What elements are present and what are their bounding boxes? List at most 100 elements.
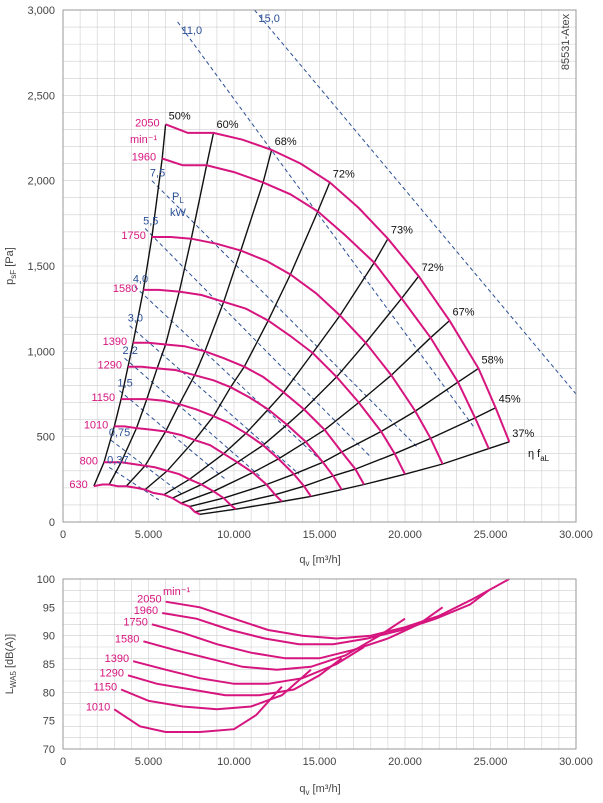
pressure-axis-ticks: 0 5.000 10.000 15.000 20.000 25.000 30.000 0 500… — [27, 5, 592, 541]
efficiency-label: 72% — [333, 168, 355, 180]
sound-curve — [143, 617, 406, 671]
efficiency-label: 72% — [422, 262, 444, 274]
power-line — [144, 228, 372, 458]
pressure-x-tick-label: 10.000 — [217, 529, 251, 541]
efficiency-label: 37% — [512, 428, 534, 440]
efficiency-label: 67% — [452, 307, 474, 319]
efficiency-label: 60% — [216, 119, 238, 131]
sound-x-tick-label: 0 — [60, 756, 66, 768]
sound-speed-label: 1150 — [93, 682, 117, 694]
pressure-curve-labels: 15,0 11,0 7,5 5,5 4,0 3,0 2,2 1,5 0,75 0,37 50% 60%… — [69, 13, 534, 491]
speed-curves — [93, 123, 511, 516]
sound-speed-label: 1750 — [123, 616, 147, 628]
power-line-label: 15,0 — [259, 13, 280, 25]
pressure-y-tick-label: 500 — [37, 432, 55, 444]
power-line — [129, 325, 300, 475]
efficiency-label: 45% — [499, 394, 521, 406]
speed-label: 1390 — [103, 336, 127, 348]
speed-label: 1150 — [91, 392, 115, 404]
sound-y-tick-label: 75 — [43, 716, 55, 728]
speed-label: 1010 — [84, 419, 108, 431]
sound-grid — [63, 579, 576, 749]
speed-curve — [143, 288, 406, 475]
sound-speed-label: 1960 — [134, 605, 158, 617]
sound-y-tick-label: 90 — [43, 631, 55, 643]
speed-label: 630 — [69, 479, 87, 491]
pressure-plot-frame — [62, 9, 577, 523]
efficiency-curve — [93, 124, 167, 487]
pressure-y-tick-label: 0 — [49, 517, 55, 529]
sound-speed-label: 2050 — [137, 594, 161, 606]
pressure-x-tick-label: 5.000 — [135, 529, 163, 541]
pressure-x-tick-label: 0 — [60, 529, 66, 541]
speed-curve — [151, 236, 444, 465]
sound-curves — [113, 578, 510, 733]
sound-y-tick-label: 95 — [43, 602, 55, 614]
efficiency-curve — [180, 320, 450, 504]
sound-speed-label: 1580 — [115, 633, 139, 645]
power-line — [108, 466, 160, 501]
speed-curve — [133, 341, 365, 485]
speed-label: 1580 — [113, 283, 137, 295]
sound-y-tick-label: 85 — [43, 659, 55, 671]
pressure-y-tick-label: 2,500 — [27, 90, 55, 102]
sound-x-tick-label: 25.000 — [474, 756, 508, 768]
efficiency-label: 73% — [391, 225, 413, 237]
sound-chart: 0 5.000 10.000 15.000 20.000 25.000 30.000 70 75… — [4, 574, 593, 797]
power-line — [124, 357, 260, 477]
speed-curve — [114, 425, 283, 503]
sound-axis-ticks: 0 5.000 10.000 15.000 20.000 25.000 30.000 70 75… — [37, 574, 593, 768]
sound-x-tick-label: 15.000 — [303, 756, 337, 768]
sound-y-axis-label: LWA5 [dB(A)] — [4, 634, 18, 694]
speed-curve — [165, 123, 511, 443]
sound-curve — [127, 657, 343, 697]
efficiency-curves — [93, 124, 510, 515]
x-axis-label: qv [m³/h] — [299, 554, 340, 568]
speed-label: 1290 — [97, 360, 121, 372]
pressure-chart: 0 5.000 10.000 15.000 20.000 25.000 30.000 0 500… — [4, 5, 593, 568]
efficiency-curve — [199, 441, 510, 515]
sound-x-tick-label: 30.000 — [559, 756, 593, 768]
power-line-label: 0,37 — [107, 454, 128, 466]
sound-x-tick-label: 5.000 — [135, 756, 163, 768]
efficiency-curve — [194, 407, 496, 513]
efficiency-curve — [125, 149, 273, 487]
power-line-label: 7,5 — [150, 168, 165, 180]
sound-speed-label: 1010 — [86, 701, 110, 713]
speed-curve — [121, 398, 312, 497]
speed-unit-label: min⁻¹ — [130, 134, 158, 146]
power-line-label: 11,0 — [182, 25, 203, 37]
y-axis-label: psF [Pa] — [4, 247, 18, 285]
efficiency-label: 68% — [275, 136, 297, 148]
efficiency-curve — [163, 238, 389, 496]
sound-plot-frame — [62, 578, 577, 750]
efficiency-curve — [108, 132, 215, 485]
power-line — [134, 286, 329, 468]
sound-curve — [165, 578, 510, 640]
speed-curve — [93, 483, 201, 516]
pressure-x-tick-label: 25.000 — [474, 529, 508, 541]
sound-speed-label: 1290 — [99, 667, 123, 679]
power-line — [110, 439, 184, 496]
pressure-y-tick-label: 1,500 — [27, 261, 55, 273]
power-line-label: 5,5 — [143, 215, 158, 227]
efficiency-curve — [144, 182, 331, 491]
pressure-x-tick-label: 30.000 — [559, 529, 593, 541]
power-line — [151, 180, 420, 449]
pressure-y-tick-label: 2,000 — [27, 176, 55, 188]
chart-code: 85531-Atex — [560, 13, 572, 70]
sound-y-tick-label: 70 — [43, 744, 55, 756]
power-line — [119, 390, 226, 480]
efficiency-symbol: η faL — [528, 448, 550, 463]
pressure-x-tick-label: 20.000 — [388, 529, 422, 541]
speed-curve — [104, 461, 237, 510]
speed-curve — [161, 157, 490, 450]
efficiency-curve — [189, 367, 479, 508]
sound-speed-label: 1390 — [105, 653, 129, 665]
sound-curve — [120, 668, 312, 711]
sound-speed-unit-label: min⁻¹ — [163, 586, 191, 598]
pressure-y-tick-label: 1,000 — [27, 346, 55, 358]
power-line-label: 3,0 — [128, 313, 143, 325]
sound-curve — [151, 606, 444, 660]
